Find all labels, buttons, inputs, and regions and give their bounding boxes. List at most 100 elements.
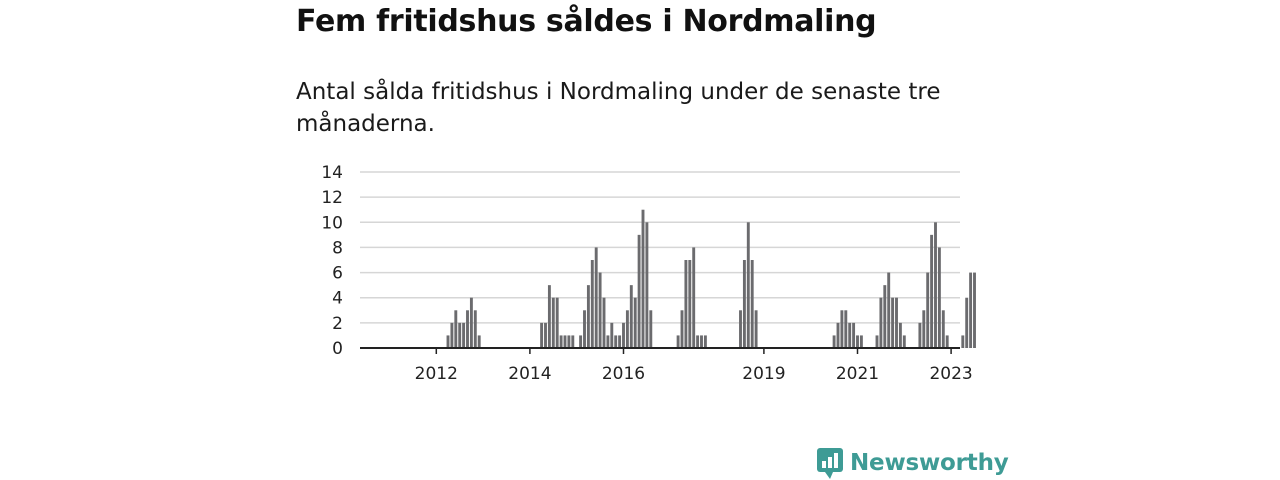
x-tick-label: 2014 [508, 364, 551, 384]
bars [446, 209, 976, 348]
chart-card: Fem fritidshus såldes i Nordmaling Antal… [296, 0, 1009, 480]
bar [945, 335, 949, 348]
bar [746, 222, 750, 348]
bar [594, 247, 598, 348]
bar [754, 310, 758, 348]
x-tick-label: 2021 [836, 364, 879, 384]
bar [446, 335, 450, 348]
bar [965, 297, 969, 348]
bar [645, 222, 649, 348]
bar [879, 297, 883, 348]
y-tick-label: 4 [332, 289, 343, 309]
bar [750, 260, 754, 348]
bar [614, 335, 618, 348]
bar [602, 297, 606, 348]
y-tick-label: 8 [332, 238, 343, 258]
bar [922, 310, 926, 348]
bar [540, 322, 544, 348]
bar [692, 247, 696, 348]
bar [583, 310, 586, 348]
bar [930, 234, 934, 348]
bar [466, 310, 469, 348]
bar [680, 310, 684, 348]
bar [895, 297, 898, 348]
bar [887, 272, 891, 348]
bar [836, 322, 840, 348]
bar [891, 297, 895, 348]
bar [934, 222, 937, 348]
bar [618, 335, 622, 348]
bar [606, 335, 610, 348]
bar [450, 322, 454, 348]
y-tick-label: 14 [321, 163, 343, 183]
gridlines [360, 171, 960, 324]
bar [579, 335, 583, 348]
bar [696, 335, 700, 348]
x-tick-label: 2019 [742, 364, 785, 384]
newsworthy-logo: Newsworthy [816, 446, 1009, 480]
bar [742, 260, 746, 348]
x-axis-ticks: 2012201420162019202120232025 [415, 348, 973, 384]
bar [555, 297, 559, 348]
x-tick-label: 2012 [415, 364, 458, 384]
bar [477, 335, 481, 348]
bar [883, 285, 887, 348]
bar [590, 260, 594, 348]
bar [859, 335, 863, 348]
bar [703, 335, 707, 348]
bar [559, 335, 563, 348]
bar [563, 335, 567, 348]
bar [610, 322, 614, 348]
y-axis-ticks: 0 2 4 6 8 10 12 14 [321, 163, 343, 359]
bar [633, 297, 637, 348]
bar [844, 310, 848, 348]
bar [961, 335, 965, 348]
bar [571, 335, 575, 348]
bar [848, 322, 852, 348]
bar [739, 310, 742, 348]
y-tick-label: 0 [332, 339, 343, 359]
bar [676, 335, 680, 348]
bar [918, 322, 922, 348]
bar [473, 310, 477, 348]
bar [902, 335, 906, 348]
bar [629, 285, 633, 348]
y-tick-label: 2 [332, 314, 343, 334]
x-tick-label: 2016 [602, 364, 645, 384]
bar [462, 322, 466, 348]
bar [832, 335, 836, 348]
y-tick-label: 6 [332, 264, 343, 284]
bar [469, 297, 473, 348]
bar [567, 335, 571, 348]
bar [454, 310, 458, 348]
bar [852, 322, 856, 348]
newsworthy-logo-icon [817, 448, 843, 479]
bar [625, 310, 629, 348]
bar [926, 272, 930, 348]
bar [856, 335, 859, 348]
chart-subtitle: Antal sålda fritidshus i Nordmaling unde… [296, 79, 941, 137]
bar [551, 297, 555, 348]
bar [700, 335, 703, 348]
y-tick-label: 12 [321, 188, 343, 208]
bar [875, 335, 879, 348]
bar [840, 310, 844, 348]
bar [641, 209, 645, 348]
bar [941, 310, 945, 348]
bar [684, 260, 688, 348]
bar [586, 285, 590, 348]
bar [637, 234, 641, 348]
bar [898, 322, 902, 348]
y-tick-label: 10 [321, 213, 343, 233]
bar [547, 285, 551, 348]
bar [937, 247, 941, 348]
bar [688, 260, 692, 348]
bar [649, 310, 653, 348]
chart-title: Fem fritidshus såldes i Nordmaling [296, 4, 877, 39]
bar [969, 272, 973, 348]
bar [622, 322, 625, 348]
bar [458, 322, 462, 348]
bar [598, 272, 602, 348]
bar [544, 322, 547, 348]
